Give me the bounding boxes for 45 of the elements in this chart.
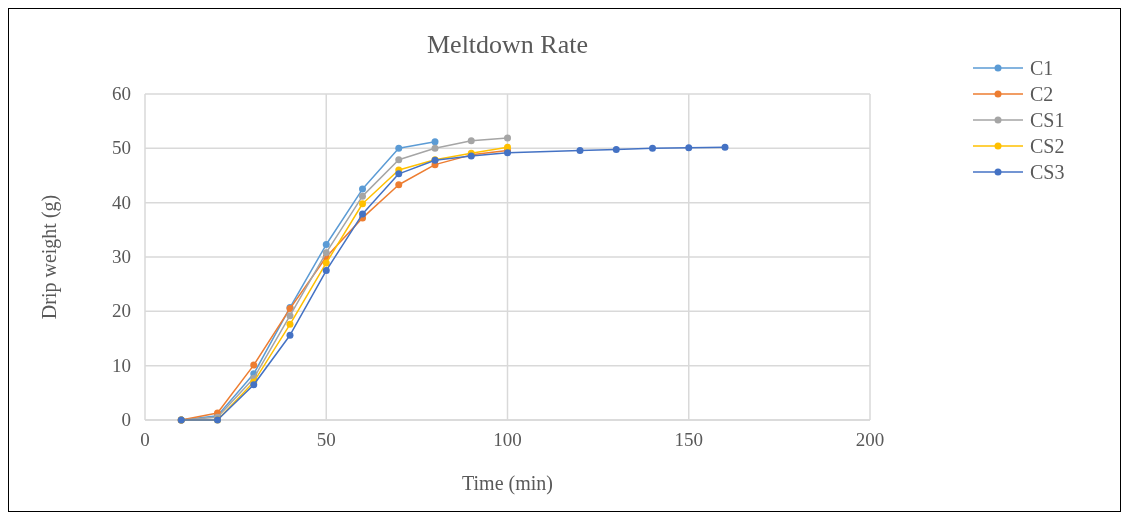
x-tick-label: 100 bbox=[493, 429, 522, 450]
point bbox=[576, 147, 584, 155]
point bbox=[359, 185, 366, 193]
chart-title: Meltdown Rate bbox=[426, 30, 589, 59]
x-axis-title: Time (min) bbox=[462, 472, 553, 495]
point bbox=[359, 210, 366, 218]
point bbox=[504, 134, 511, 142]
legend-label: CS2 bbox=[1030, 135, 1065, 157]
point bbox=[286, 331, 294, 339]
y-tick-label: 20 bbox=[112, 300, 131, 322]
point bbox=[395, 144, 403, 152]
point bbox=[359, 200, 366, 208]
point bbox=[322, 249, 330, 257]
legend-label: CS1 bbox=[1030, 109, 1065, 131]
point bbox=[467, 137, 475, 145]
y-tick-label: 60 bbox=[112, 83, 131, 104]
point bbox=[431, 144, 439, 152]
x-tick-label: 50 bbox=[316, 429, 336, 450]
y-tick-label: 50 bbox=[112, 137, 131, 159]
point bbox=[322, 259, 330, 267]
x-tick-label: 150 bbox=[674, 429, 703, 450]
point bbox=[649, 144, 656, 152]
x-tick-label: 200 bbox=[855, 429, 885, 450]
y-tick-label: 0 bbox=[121, 409, 131, 430]
y-tick-label: 30 bbox=[112, 246, 131, 267]
point bbox=[322, 241, 330, 248]
point bbox=[250, 361, 258, 369]
point bbox=[286, 320, 294, 328]
point bbox=[286, 312, 294, 320]
point bbox=[322, 267, 330, 275]
point bbox=[395, 156, 403, 164]
point bbox=[431, 138, 439, 146]
point bbox=[359, 192, 366, 200]
legend-label: CS3 bbox=[1030, 161, 1065, 183]
point bbox=[685, 144, 693, 152]
legend-label: C1 bbox=[1030, 57, 1054, 79]
point bbox=[395, 170, 403, 178]
y-axis-title: Drip weight (g) bbox=[38, 194, 61, 320]
point bbox=[612, 145, 620, 153]
y-tick-label: 10 bbox=[112, 354, 131, 376]
point bbox=[395, 181, 403, 189]
y-tick-label: 40 bbox=[112, 191, 131, 213]
x-tick-label: 0 bbox=[140, 429, 150, 450]
legend-label: C2 bbox=[1030, 83, 1054, 105]
point bbox=[721, 143, 729, 151]
